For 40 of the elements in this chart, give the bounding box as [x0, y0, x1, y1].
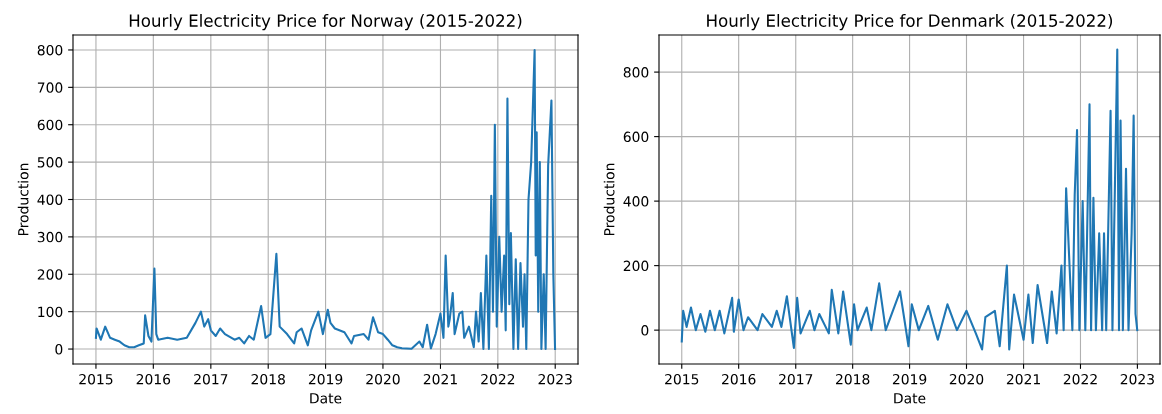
x-tick-label: 2017: [779, 373, 813, 385]
x-tick-label: 2020: [949, 373, 984, 385]
y-tick-label: 600: [37, 119, 63, 131]
y-tick-label: 600: [623, 131, 649, 143]
y-axis-title: Production: [603, 163, 615, 236]
x-tick-label: 2021: [1006, 373, 1040, 385]
line-series: [680, 48, 1139, 351]
x-tick-label: 2018: [836, 373, 870, 385]
x-tick-label: 2022: [481, 373, 515, 385]
x-axis-title: Date: [310, 393, 342, 404]
y-tick-label: 0: [55, 344, 63, 355]
y-tick-label: 400: [623, 196, 649, 207]
x-tick-label: 2023: [1120, 373, 1154, 385]
x-tick-label: 2015: [665, 373, 699, 385]
y-axis-title: Production: [17, 163, 29, 236]
x-tick-label: 2020: [366, 373, 400, 385]
x-tick-label: 2019: [892, 373, 927, 385]
y-tick-label: 500: [37, 157, 63, 168]
x-tick-label: 2017: [194, 373, 228, 385]
y-tick-label: 700: [37, 82, 63, 93]
x-tick-label: 2018: [251, 373, 285, 385]
line-series: [94, 48, 557, 351]
y-tick-label: 0: [641, 325, 649, 336]
x-tick-label: 2015: [79, 373, 113, 385]
x-tick-label: 2023: [538, 373, 572, 385]
x-tick-label: 2021: [423, 373, 457, 385]
y-tick-label: 800: [623, 67, 649, 78]
x-tick-label: 2019: [308, 373, 343, 385]
x-tick-label: 2016: [136, 373, 171, 385]
y-tick-label: 100: [38, 306, 63, 318]
x-tick-label: 2016: [722, 373, 756, 385]
y-tick-label: 200: [37, 269, 63, 280]
chart-title: Hourly Electricity Price for Denmark (2015-2022): [707, 14, 1113, 31]
x-tick-label: 2022: [1063, 373, 1097, 385]
x-axis-title: Date: [894, 393, 926, 404]
y-tick-label: 400: [37, 194, 63, 205]
y-tick-label: 800: [37, 44, 63, 56]
y-tick-label: 300: [37, 231, 63, 243]
y-tick-label: 200: [623, 260, 649, 272]
chart-title: Hourly Electricity Price for Norway (2015-2022): [129, 14, 522, 31]
